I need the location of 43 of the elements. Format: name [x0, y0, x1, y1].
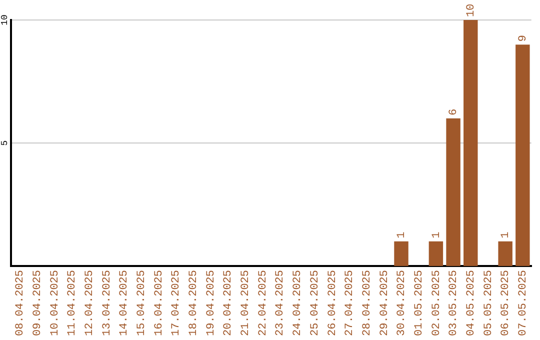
data-label: 1 [500, 231, 512, 238]
x-tick-label: 17.04.2025 [170, 270, 183, 336]
x-tick-label: 27.04.2025 [344, 270, 356, 336]
x-tick-label: 01.05.2025 [414, 270, 426, 336]
x-tick-label: 03.05.2025 [448, 270, 460, 336]
bar [498, 241, 512, 266]
x-tick-label: 22.04.2025 [257, 270, 270, 336]
bar [428, 241, 444, 266]
x-tick-label: 24.04.2025 [292, 270, 304, 336]
x-tick-label: 23.04.2025 [274, 270, 287, 336]
x-tick-label: 05.05.2025 [482, 270, 495, 336]
x-tick-label: 14.04.2025 [118, 270, 131, 336]
bar [446, 118, 460, 266]
x-tick-label: 25.04.2025 [309, 270, 322, 336]
x-tick-label: 11.04.2025 [66, 270, 79, 336]
x-tick-label: 20.04.2025 [222, 270, 235, 336]
data-label: 1 [396, 231, 408, 238]
x-tick-label: 04.05.2025 [466, 270, 478, 336]
x-tick-label: 08.04.2025 [14, 270, 27, 336]
x-tick-label: 26.04.2025 [326, 270, 339, 336]
x-tick-label: 13.04.2025 [101, 270, 114, 336]
x-tick-label: 19.04.2025 [205, 270, 218, 336]
x-tick-label: 16.04.2025 [153, 270, 166, 336]
x-tick-label: 12.04.2025 [84, 270, 96, 336]
bar [516, 44, 530, 266]
x-tick-label: 18.04.2025 [188, 270, 200, 336]
bar [464, 20, 478, 266]
x-tick-label: 30.04.2025 [396, 270, 408, 336]
x-tick-label: 28.04.2025 [361, 270, 374, 336]
bar [394, 241, 408, 266]
y-tick-label: 5 [0, 140, 10, 146]
x-tick-label: 10.04.2025 [49, 270, 62, 336]
x-tick-label: 15.04.2025 [136, 270, 148, 336]
data-label: 1 [430, 231, 443, 238]
x-tick-label: 09.04.2025 [32, 270, 44, 336]
x-tick-label: 02.05.2025 [430, 270, 443, 336]
x-tick-label: 29.04.2025 [378, 270, 391, 336]
data-label: 6 [448, 108, 460, 116]
x-tick-label: 06.05.2025 [500, 270, 512, 336]
data-label: 10 [466, 4, 478, 17]
x-tick-label: 21.04.2025 [240, 270, 252, 336]
x-tick-label: 07.05.2025 [518, 270, 530, 336]
data-label: 9 [518, 34, 530, 42]
